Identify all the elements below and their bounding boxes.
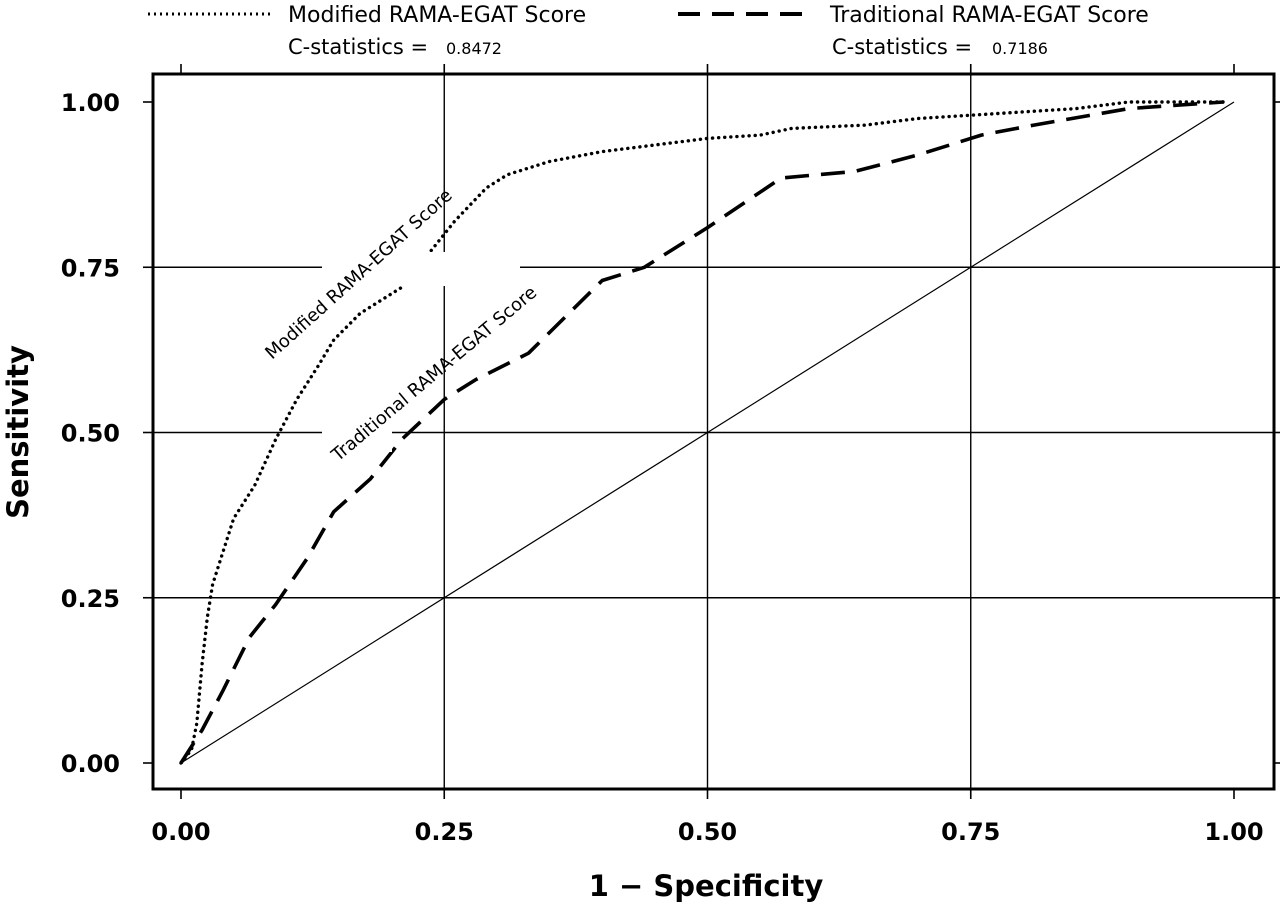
plot-area <box>143 64 1280 799</box>
x-axis-title: 1 − Specificity <box>589 869 824 903</box>
annotation-mask-traditional <box>322 418 392 452</box>
series-line-0 <box>179 100 1226 765</box>
annotation-mask-modified <box>322 252 520 286</box>
x-tick-label: 0.50 <box>678 818 737 846</box>
y-tick-labels: 0.00 0.25 0.50 0.75 1.00 <box>61 89 120 778</box>
c-statistic-value-traditional: 0.7186 <box>992 39 1048 58</box>
legend-label-modified: Modified RAMA-EGAT Score <box>288 3 586 28</box>
series-lines <box>179 100 1235 765</box>
c-statistic-label-traditional: C-statistics = <box>832 35 972 59</box>
y-tick-label: 1.00 <box>61 89 120 117</box>
c-statistic-label-modified: C-statistics = <box>288 35 428 59</box>
x-tick-label: 1.00 <box>1204 818 1263 846</box>
x-tick-label: 0.75 <box>941 818 1000 846</box>
y-tick-label: 0.25 <box>61 585 120 613</box>
y-tick-label: 0.75 <box>61 254 120 282</box>
axis-ticks <box>143 64 1280 799</box>
y-axis-title: Sensitivity <box>1 345 35 519</box>
y-tick-label: 0.50 <box>61 420 120 448</box>
plot-frame <box>151 72 1276 791</box>
x-tick-labels: 0.00 0.25 0.50 0.75 1.00 <box>151 818 1263 846</box>
series-line-2 <box>180 101 1235 764</box>
series-line-1 <box>179 100 1224 764</box>
x-tick-label: 0.25 <box>415 818 474 846</box>
y-tick-label: 0.00 <box>61 750 120 778</box>
legend: Modified RAMA-EGAT Score C-statistics = … <box>148 3 1149 59</box>
legend-label-traditional: Traditional RAMA-EGAT Score <box>829 3 1149 28</box>
x-tick-label: 0.00 <box>151 818 210 846</box>
c-statistic-value-modified: 0.8472 <box>446 39 502 58</box>
